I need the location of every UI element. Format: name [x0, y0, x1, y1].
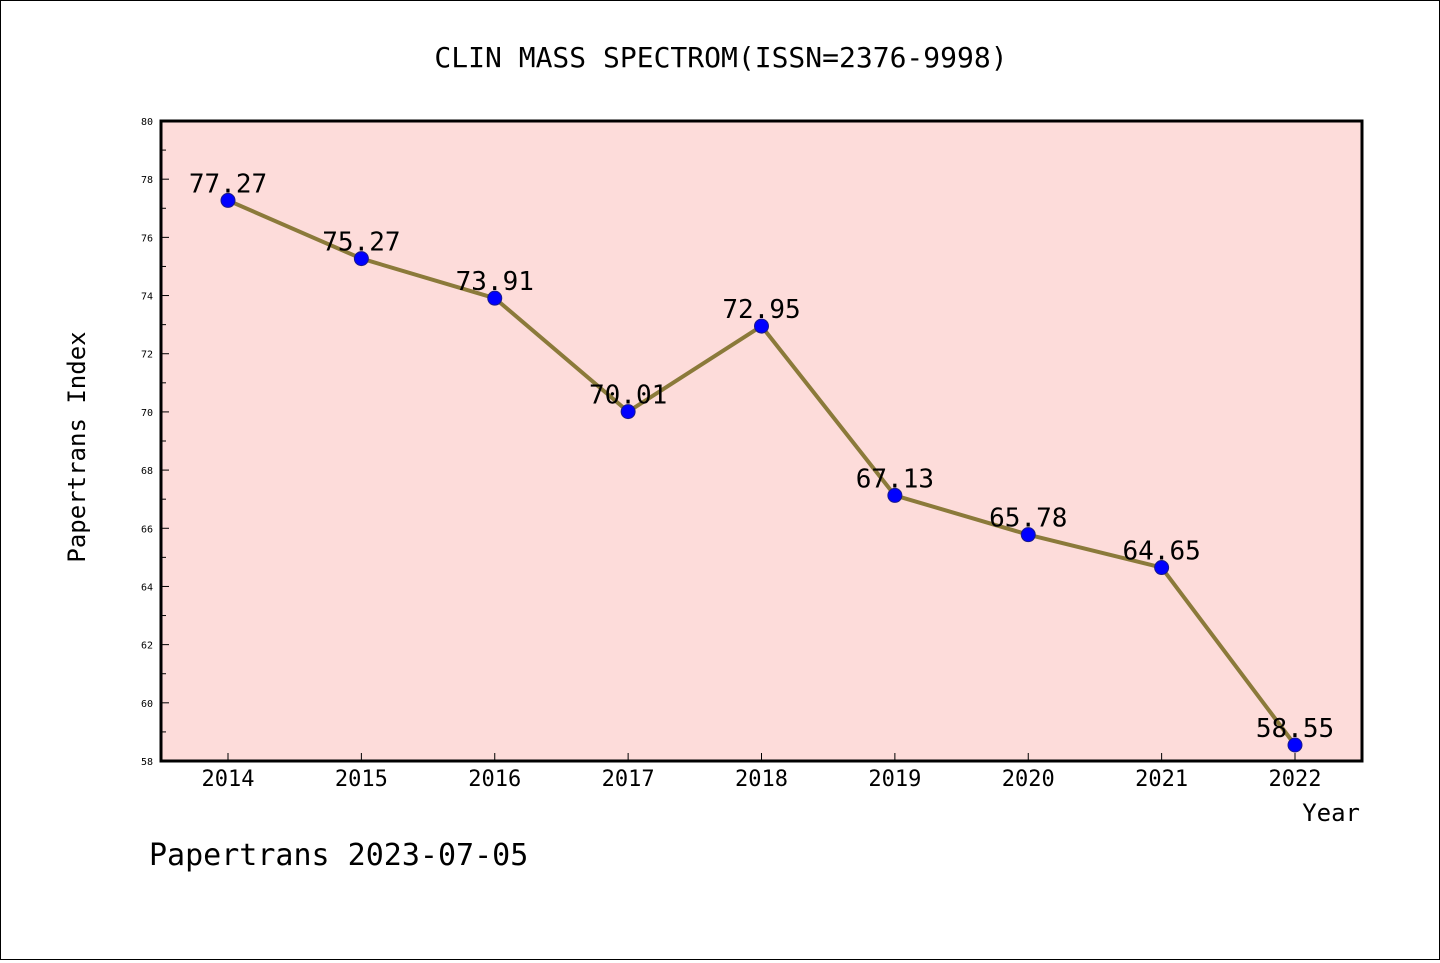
y-tick-label: 68	[141, 466, 153, 477]
y-tick-label: 76	[141, 233, 153, 244]
y-tick-label: 72	[141, 350, 153, 361]
data-point	[353, 251, 369, 267]
x-tick-label: 2016	[468, 767, 521, 792]
data-point	[220, 192, 236, 208]
x-tick-label: 2020	[1002, 767, 1055, 792]
x-tick-label: 2015	[335, 767, 388, 792]
data-point	[1287, 737, 1303, 753]
y-tick-label: 74	[141, 292, 153, 303]
x-tick-label: 2017	[602, 767, 655, 792]
y-axis-label: Papertrans Index	[63, 331, 91, 562]
x-tick-label: 2014	[202, 767, 255, 792]
x-tick-label: 2019	[868, 767, 921, 792]
y-tick-label: 58	[141, 757, 153, 768]
x-tick-label: 2018	[735, 767, 788, 792]
series-line-group	[220, 192, 1303, 753]
data-point	[620, 404, 636, 420]
data-labels: 77.27 75.27 73.91 70.01 72.95 67.13 65.78 64.65…	[189, 169, 1334, 744]
data-label: 73.91	[456, 267, 534, 297]
data-label: 70.01	[589, 381, 667, 411]
x-axis-label: Year	[1302, 799, 1360, 827]
y-tick-label: 64	[141, 582, 153, 593]
y-axis: 58 60 62 64 66 68 70 72 74 76 78 80	[141, 117, 169, 768]
data-point	[754, 318, 769, 334]
chart-title: CLIN MASS SPECTROM(ISSN=2376-9998)	[434, 41, 1007, 74]
data-label: 75.27	[322, 228, 400, 258]
data-point	[1154, 560, 1170, 576]
y-tick-label: 60	[141, 699, 153, 710]
footer-text: Papertrans 2023-07-05	[149, 838, 528, 873]
y-tick-label: 70	[141, 408, 153, 419]
data-point	[887, 487, 903, 503]
y-tick-label: 78	[141, 175, 153, 186]
data-label: 67.13	[856, 464, 934, 494]
data-label: 64.65	[1122, 537, 1200, 567]
y-tick-label: 62	[141, 641, 153, 652]
data-label: 72.95	[722, 295, 800, 325]
data-point	[487, 290, 503, 306]
plot-area	[159, 119, 1364, 763]
y-tick-label: 66	[141, 524, 153, 535]
x-axis: 2014 2015 2016 2017 2018 2019 2020 2021 2022	[202, 753, 1322, 792]
data-label: 58.55	[1256, 714, 1334, 744]
data-point	[1020, 527, 1036, 543]
x-tick-label: 2021	[1135, 767, 1188, 792]
data-label: 65.78	[989, 504, 1067, 534]
x-tick-label: 2022	[1269, 767, 1322, 792]
data-label: 77.27	[189, 169, 267, 199]
y-tick-label: 80	[141, 117, 153, 128]
